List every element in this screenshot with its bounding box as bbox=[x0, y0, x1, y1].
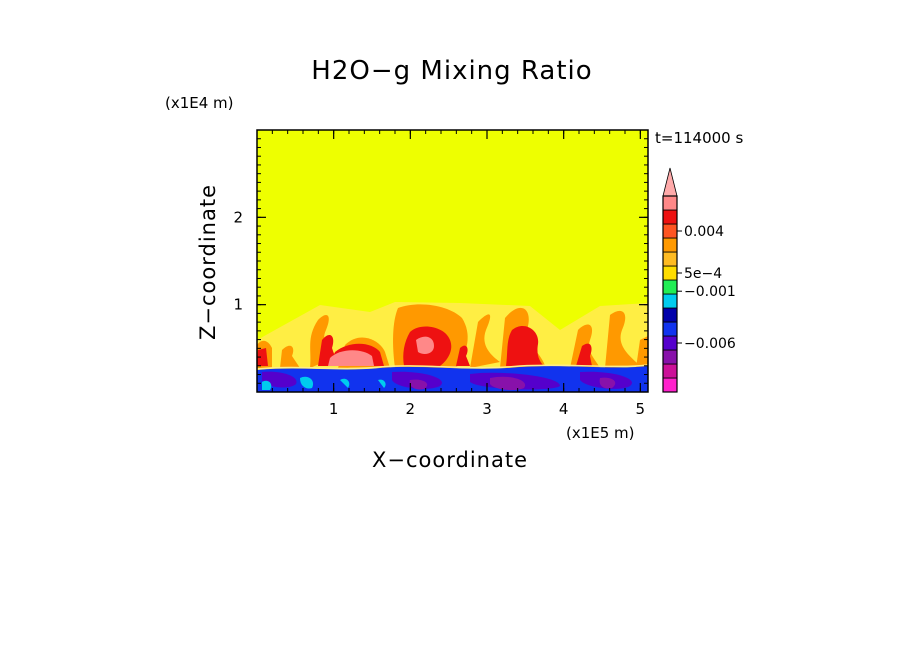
colorbar-label: −0.006 bbox=[684, 336, 736, 352]
x-tick-label: 2 bbox=[406, 400, 416, 418]
x-tick-label: 1 bbox=[329, 400, 339, 418]
y-tick-label: 2 bbox=[233, 208, 243, 226]
x-tick-label: 3 bbox=[482, 400, 492, 418]
colorbar-swatch bbox=[662, 293, 678, 309]
colorbar-swatch bbox=[662, 209, 678, 225]
colorbar-swatch bbox=[662, 265, 678, 281]
axes: 1 2 3 4 5 1 2 bbox=[233, 130, 648, 418]
colorbar-swatch bbox=[662, 251, 678, 267]
colorbar-swatch bbox=[662, 195, 678, 211]
surface-top-edge bbox=[257, 364, 648, 370]
surface-cyan-patches bbox=[262, 376, 386, 390]
colorbar-swatch bbox=[662, 335, 678, 351]
colorbar: 0.004 5e−4 −0.001 −0.006 bbox=[662, 167, 736, 393]
colorbar-swatch bbox=[662, 321, 678, 337]
colorbar-label: 5e−4 bbox=[684, 266, 722, 282]
y-tick-label: 1 bbox=[233, 296, 243, 314]
pink-maxima bbox=[328, 336, 434, 366]
colorbar-label: 0.004 bbox=[684, 224, 724, 240]
x-tick-label: 5 bbox=[636, 400, 646, 418]
y-axis-unit: (x1E4 m) bbox=[165, 94, 234, 112]
colorbar-swatch bbox=[662, 363, 678, 379]
colorbar-swatch bbox=[662, 223, 678, 239]
colorbar-swatch bbox=[662, 377, 678, 393]
colorbar-label: −0.001 bbox=[684, 284, 736, 300]
x-axis-unit: (x1E5 m) bbox=[566, 424, 635, 442]
x-tick-label: 4 bbox=[559, 400, 569, 418]
colorbar-swatch bbox=[662, 279, 678, 295]
colorbar-frame bbox=[662, 195, 678, 393]
colorbar-overflow-arrow bbox=[662, 167, 678, 197]
surface-dark-patches bbox=[409, 376, 616, 391]
colorbar-swatch bbox=[662, 237, 678, 253]
field-layer bbox=[257, 130, 648, 392]
colorbar-swatch bbox=[662, 349, 678, 365]
colorbar-swatch bbox=[662, 307, 678, 323]
chart-title: H2O−g Mixing Ratio bbox=[311, 56, 593, 86]
time-label: t=114000 s bbox=[655, 129, 744, 147]
x-axis-label: X−coordinate bbox=[372, 448, 528, 472]
